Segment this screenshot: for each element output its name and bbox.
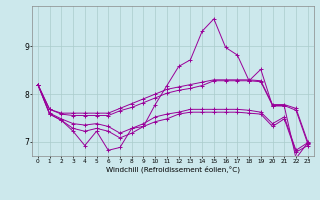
X-axis label: Windchill (Refroidissement éolien,°C): Windchill (Refroidissement éolien,°C) [106, 166, 240, 173]
